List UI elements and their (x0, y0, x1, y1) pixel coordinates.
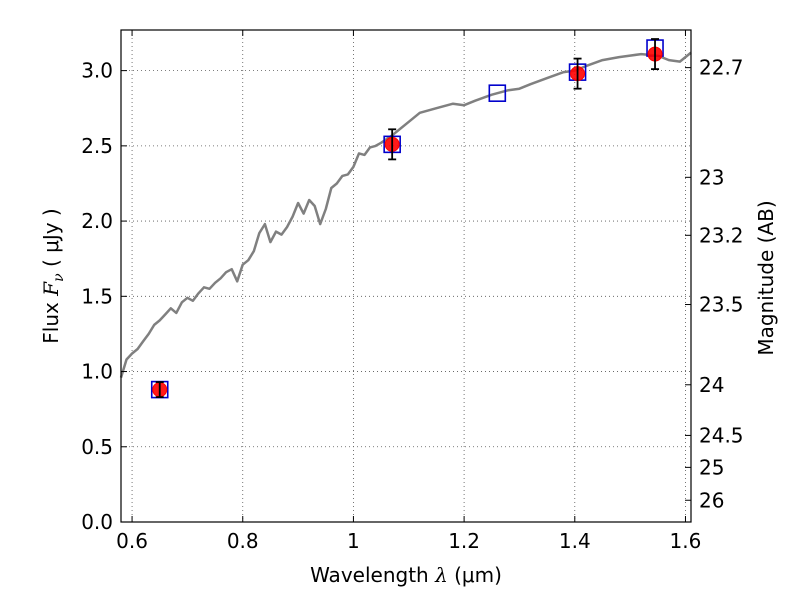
model-spectrum-line (119, 51, 692, 378)
y2-tick-label: 25 (699, 455, 724, 479)
y-tick-label: 1.0 (81, 360, 113, 384)
x-tick-label: 1.4 (559, 529, 591, 553)
y-tick-label: 3.0 (81, 59, 113, 83)
x-tick-label: 1 (347, 529, 360, 553)
y2-tick-label: 23.5 (699, 293, 744, 317)
y2-tick-label: 26 (699, 488, 724, 512)
observed-points-layer (152, 38, 663, 399)
x-axis-title: Wavelength λ (μm) (310, 563, 502, 587)
y-axis-title-prefix: Flux (39, 296, 63, 344)
x-tick-label: 1.6 (670, 529, 702, 553)
y2-tick-label: 24 (699, 373, 724, 397)
x-axis-title-unit: (μm) (448, 563, 502, 587)
y-axis-title-unit: ( μJy ) (39, 208, 63, 273)
x-tick-label: 0.6 (116, 529, 148, 553)
y-tick-label: 1.5 (81, 284, 113, 308)
model-photometry-box (488, 84, 507, 102)
y-axis-title: Flux Fν ( μJy ) (39, 208, 67, 343)
y-tick-label: 2.5 (81, 134, 113, 158)
y2-tick-label: 24.5 (699, 423, 744, 447)
model-spectrum-layer (119, 51, 692, 378)
y-tick-label: 2.0 (81, 209, 113, 233)
y2-tick-label: 23.2 (699, 223, 744, 247)
y2-tick-label: 23 (699, 165, 724, 189)
x-tick-label: 1.2 (448, 529, 480, 553)
y2-axis-title: Magnitude (AB) (754, 200, 778, 355)
y-tick-label: 0.0 (81, 510, 113, 534)
plot-frame (120, 29, 692, 523)
y2-tick-label: 22.7 (699, 56, 744, 80)
x-axis-title-prefix: Wavelength (310, 563, 435, 587)
y-axis-title-symbol: F (39, 281, 63, 297)
ticks-layer: 0.6 0.8 1 1.2 1.4 1.6 0.0 0.5 1.0 1.5 2.0 2.5 3.0 22.… (81, 30, 744, 553)
x-axis-title-symbol: λ (434, 563, 448, 587)
y-tick-label: 0.5 (81, 435, 113, 459)
x-tick-label: 0.8 (227, 529, 259, 553)
grid-layer (121, 30, 691, 523)
model-boxes-layer (150, 39, 664, 399)
y-axis-title-subscript: ν (51, 273, 67, 282)
